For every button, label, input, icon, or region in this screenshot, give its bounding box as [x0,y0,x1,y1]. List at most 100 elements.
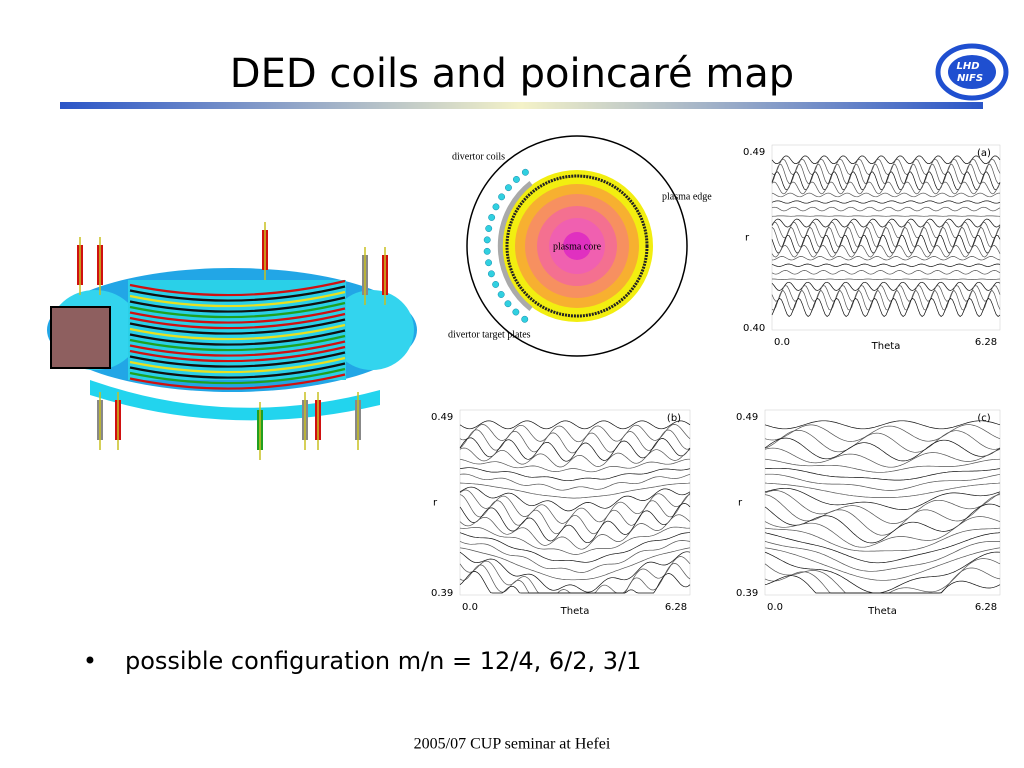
logo-text: NIFS [957,73,983,84]
orbit-line [459,532,690,563]
axis-label: 0.0 [462,602,478,613]
orbit-line [764,487,1001,510]
axis-label: Theta [560,606,590,617]
orbit-line [764,532,1001,564]
orbit-line [771,200,1001,204]
diagram-label: divertor target plates [448,329,531,340]
orbit-line [771,226,1001,248]
divertor-coil [488,213,496,221]
orbit-line [764,516,1001,548]
coil-winding [129,356,346,374]
coil-winding [129,367,346,385]
orbit-line [459,514,691,550]
orbit-line [764,503,1001,544]
bullet-text: possible configuration m/n = 12/4, 6/2, … [125,647,641,675]
orbit-line [771,155,1001,164]
orbit-line [764,527,1001,552]
orbit-line [459,467,691,482]
orbit-line [771,181,1001,195]
poincare-plot: 0.49 r 0.39 0.0 Theta 6.28 (c) [736,409,1001,617]
divertor-coil [521,315,529,323]
axis-label: 0.49 [736,412,758,423]
orbit-line [771,192,1001,198]
logo: LHD NIFS [935,43,1009,101]
orbit-line [771,263,1001,267]
orbit-line [771,215,1001,217]
coil-winding [129,345,346,363]
orbit-line [459,482,691,499]
orbit-line [771,158,1001,176]
coil-winding [129,329,346,346]
logo-text: LHD [956,61,979,72]
orbit-line [764,575,1001,594]
title: DED coils and poincaré map [230,51,794,97]
axis-label: 0.49 [743,147,765,158]
panel-label: (b) [667,413,681,424]
panel-label: (a) [977,148,991,159]
poincare-plot: 0.49 r 0.39 0.0 Theta 6.28 (b) [431,409,691,617]
orbit-line [772,278,1001,280]
orbit-line [771,222,1001,239]
divertor-coil [498,193,506,201]
orbit-line [764,424,1001,442]
panel-label: (c) [977,413,990,424]
coil-winding [129,340,346,357]
orbit-line [459,494,691,535]
orbit-line [459,540,691,573]
orbit-line [764,447,1001,468]
orbit-line [459,486,691,512]
poincare-plot: 0.49 r 0.40 0.0 Theta 6.28 (a) [743,144,1001,352]
target-plate [497,181,533,311]
axis-label: r [738,498,743,509]
torus-side [330,290,414,370]
coil-winding [129,279,346,297]
orbit-line [764,437,1001,462]
cross-section [466,135,688,357]
axis-label: 6.28 [975,337,997,348]
plasma-layer [563,232,591,260]
vessel [466,135,688,357]
divertor-coil [497,291,505,298]
divertor-coil [512,308,520,316]
orbit-line [459,526,691,555]
highlight-box [50,306,111,369]
axis-label: 6.28 [975,602,997,613]
orbit-line [771,285,1001,302]
orbit-line [771,244,1001,258]
orbit-line [764,540,1000,572]
divertor-coil [485,259,493,267]
coil-winding [129,312,346,330]
orbit-line [764,551,1001,594]
divertor-coil [512,175,520,183]
orbit-line [771,270,1001,275]
axis-label: 6.28 [665,602,687,613]
orbit-line [459,571,691,594]
orbit-line [764,473,1001,491]
axis-label: Theta [871,341,901,352]
divertor-coil [504,300,512,308]
coil-winding [129,301,346,319]
divertor-coil [505,184,512,192]
orbit-line [771,281,1001,291]
orbit-line [771,297,1001,317]
orbit-line [764,547,1001,581]
logo-core [948,55,996,89]
coil-winding [129,334,346,352]
orbit-line [459,473,691,491]
orbit-line [764,429,1001,453]
axis-label: 0.39 [736,588,758,599]
orbit-line [459,437,691,462]
divertor-coil [492,281,500,288]
axis-label: Theta [867,606,897,617]
title-rule [60,102,983,109]
orbit-line [764,494,1001,536]
coil-winding [129,362,346,379]
orbit-line [459,458,690,473]
divertor-coil [492,203,500,211]
orbit-line [764,490,1001,524]
footer: 2005/07 CUP seminar at Hefei [414,736,611,753]
orbit-line [771,171,1001,191]
divertor-coil [521,168,529,176]
coil-winding [129,307,346,324]
